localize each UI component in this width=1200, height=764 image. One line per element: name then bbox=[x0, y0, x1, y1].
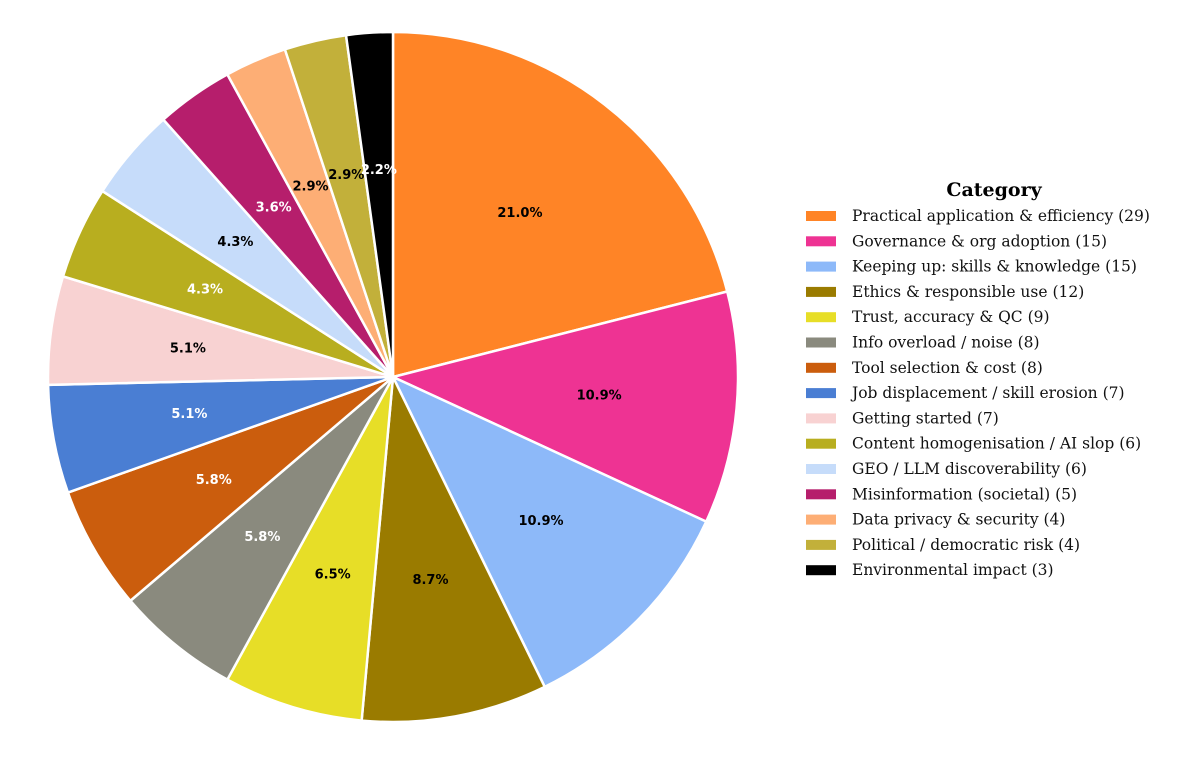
slice-percentage-label: 2.9% bbox=[292, 180, 328, 195]
legend-swatch bbox=[806, 211, 836, 221]
slice-percentage-label: 5.8% bbox=[196, 473, 232, 488]
slice-percentage-label: 4.3% bbox=[217, 235, 253, 250]
legend-swatch bbox=[806, 565, 836, 576]
legend-entry-label: Keeping up: skills & knowledge (15) bbox=[852, 258, 1137, 276]
pie-slice bbox=[391, 290, 740, 523]
legend-entry-label: Environmental impact (3) bbox=[852, 561, 1054, 579]
percentage-labels: 21.0% 10.9% 10.9% 8.7% 6.5% 5.8% 5.8% 5.1% 5.1% 4… bbox=[170, 163, 622, 588]
pie-slice bbox=[226, 375, 395, 722]
slice-percentage-label: 5.8% bbox=[244, 530, 280, 545]
legend: Category Practical application & efficie… bbox=[806, 179, 1150, 579]
legend-entry-label: Ethics & responsible use (12) bbox=[852, 283, 1084, 301]
legend-swatch bbox=[806, 464, 836, 474]
legend-swatch bbox=[806, 539, 836, 550]
slice-percentage-label: 8.7% bbox=[412, 573, 448, 588]
pie-slice bbox=[66, 375, 395, 603]
legend-entry-label: Practical application & efficiency (29) bbox=[852, 207, 1150, 225]
legend-entry-label: Content homogenisation / AI slop (6) bbox=[852, 435, 1141, 453]
slice-percentage-label: 6.5% bbox=[315, 568, 351, 583]
legend-entry-label: Info overload / noise (8) bbox=[852, 334, 1040, 352]
legend-swatch bbox=[806, 312, 836, 323]
legend-entry-label: Governance & org adoption (15) bbox=[852, 232, 1107, 250]
pie-slice bbox=[344, 30, 395, 379]
legend-swatch bbox=[806, 413, 836, 424]
legend-swatch bbox=[806, 337, 836, 348]
legend-entry-label: Misinformation (societal) (5) bbox=[852, 485, 1077, 503]
slice-percentage-label: 5.1% bbox=[171, 407, 207, 422]
legend-title: Category bbox=[946, 179, 1042, 201]
legend-entry-label: GEO / LLM discoverability (6) bbox=[852, 460, 1087, 478]
legend-swatch bbox=[806, 362, 836, 373]
legend-swatch bbox=[806, 438, 836, 449]
pie-slice bbox=[129, 375, 395, 681]
legend-entry-label: Trust, accuracy & QC (9) bbox=[852, 308, 1050, 326]
legend-swatch bbox=[806, 388, 836, 399]
slice-percentage-label: 2.9% bbox=[328, 168, 364, 183]
legend-items: Practical application & efficiency (29) G… bbox=[806, 207, 1150, 579]
legend-swatch bbox=[806, 286, 836, 297]
legend-swatch bbox=[806, 236, 836, 247]
pie-slice bbox=[360, 375, 546, 724]
slice-percentage-label: 10.9% bbox=[577, 388, 622, 403]
slice-percentage-label: 2.2% bbox=[361, 163, 397, 178]
legend-entry-label: Getting started (7) bbox=[852, 409, 999, 427]
pie-slice bbox=[391, 375, 708, 689]
slice-percentage-label: 5.1% bbox=[170, 341, 206, 356]
legend-entry-label: Job displacement / skill erosion (7) bbox=[850, 384, 1125, 402]
legend-swatch bbox=[806, 514, 836, 525]
legend-entry-label: Data privacy & security (4) bbox=[852, 511, 1065, 529]
legend-entry-label: Political / democratic risk (4) bbox=[852, 536, 1080, 554]
slice-percentage-label: 4.3% bbox=[187, 283, 223, 298]
slice-percentage-label: 10.9% bbox=[518, 514, 563, 529]
legend-entry-label: Tool selection & cost (8) bbox=[852, 359, 1043, 377]
pie-slice bbox=[391, 30, 729, 379]
slice-percentage-label: 3.6% bbox=[256, 200, 292, 215]
slice-percentage-label: 21.0% bbox=[497, 206, 542, 221]
legend-swatch bbox=[806, 489, 836, 500]
pie-slices bbox=[46, 30, 740, 724]
legend-swatch bbox=[806, 261, 836, 272]
